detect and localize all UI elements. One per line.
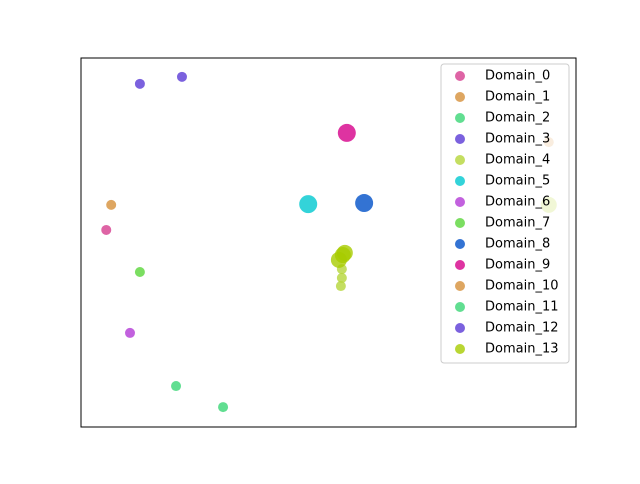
legend-label: Domain_8 [485, 237, 550, 252]
point [125, 327, 136, 338]
point [355, 194, 374, 213]
legend-marker [455, 239, 465, 249]
legend-marker [455, 155, 465, 165]
legend-label: Domain_4 [485, 153, 550, 168]
legend-marker [455, 323, 465, 333]
legend-marker [455, 71, 465, 81]
legend-marker [455, 302, 465, 312]
point [336, 272, 347, 283]
legend-label: Domain_6 [485, 195, 550, 210]
legend-label: Domain_2 [485, 111, 550, 126]
legend-marker [455, 197, 465, 207]
legend-label: Domain_13 [485, 342, 559, 357]
legend-label: Domain_9 [485, 258, 550, 273]
point [218, 402, 229, 413]
legend-box [440, 63, 570, 364]
point [176, 71, 187, 82]
legend-marker [455, 92, 465, 102]
point [101, 224, 112, 235]
legend-marker [455, 134, 465, 144]
legend-marker [455, 218, 465, 228]
legend-marker [455, 260, 465, 270]
point [171, 381, 182, 392]
legend-label: Domain_5 [485, 174, 550, 189]
legend-label: Domain_10 [485, 279, 559, 294]
point [336, 244, 353, 261]
legend-marker [455, 344, 465, 354]
legend-label: Domain_7 [485, 216, 550, 231]
point [134, 267, 145, 278]
point [299, 195, 318, 214]
legend-marker [455, 281, 465, 291]
legend-label: Domain_11 [485, 300, 559, 315]
point [337, 123, 356, 142]
legend-marker [455, 113, 465, 123]
legend-label: Domain_12 [485, 321, 559, 336]
legend-marker [455, 176, 465, 186]
legend-label: Domain_1 [485, 90, 550, 105]
legend-label: Domain_3 [485, 132, 550, 147]
point [335, 281, 346, 292]
point [106, 199, 117, 210]
legend-label: Domain_0 [485, 69, 550, 84]
point [134, 78, 145, 89]
axes-frame [80, 57, 577, 428]
